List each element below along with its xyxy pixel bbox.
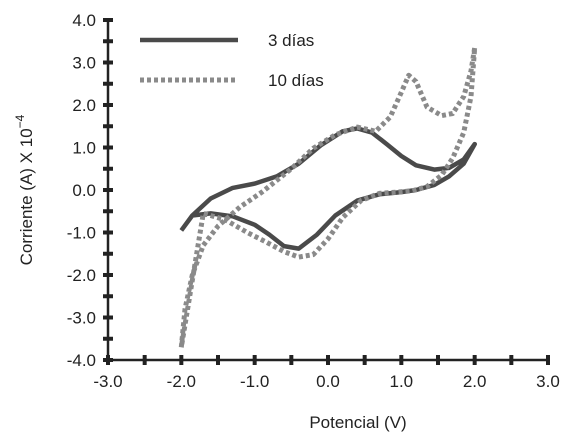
x-tick-label: 0.0 xyxy=(316,372,340,391)
x-tick-label: -2.0 xyxy=(167,372,196,391)
x-tick-label: -3.0 xyxy=(93,372,122,391)
y-tick-label: -1.0 xyxy=(67,224,96,243)
y-tick-label: -2.0 xyxy=(67,266,96,285)
series-line-1 xyxy=(179,126,477,251)
y-tick-label: 0.0 xyxy=(72,181,96,200)
x-tick-label: 1.0 xyxy=(390,372,414,391)
y-axis-title: Corriente (A) X 10−4 xyxy=(13,114,36,265)
x-tick-label: 2.0 xyxy=(463,372,487,391)
x-tick-label: -1.0 xyxy=(240,372,269,391)
y-axis-title-exponent: −4 xyxy=(13,114,27,128)
y-tick-label: 4.0 xyxy=(72,11,96,30)
legend-label-1: 3 días xyxy=(268,31,314,50)
series-line-2 xyxy=(178,45,478,348)
legend-label-2: 10 días xyxy=(268,71,324,90)
y-tick-label: -4.0 xyxy=(67,351,96,370)
y-tick-label: -3.0 xyxy=(67,309,96,328)
x-axis-title: Potencial (V) xyxy=(309,413,406,432)
axis-ticks: -3.0 -2.0 -1.0 0.0 1.0 2.0 3.0 -4.0 -3.0 -2.0 -1.0… xyxy=(67,11,560,391)
y-tick-label: 3.0 xyxy=(72,54,96,73)
x-tick-label: 3.0 xyxy=(536,372,560,391)
legend: 3 días 10 días xyxy=(140,31,324,90)
plot-curves xyxy=(178,45,478,348)
y-tick-label: 1.0 xyxy=(72,139,96,158)
y-tick-label: 2.0 xyxy=(72,96,96,115)
y-axis-title-main: Corriente (A) X 10 xyxy=(17,128,36,265)
axes xyxy=(106,20,548,362)
